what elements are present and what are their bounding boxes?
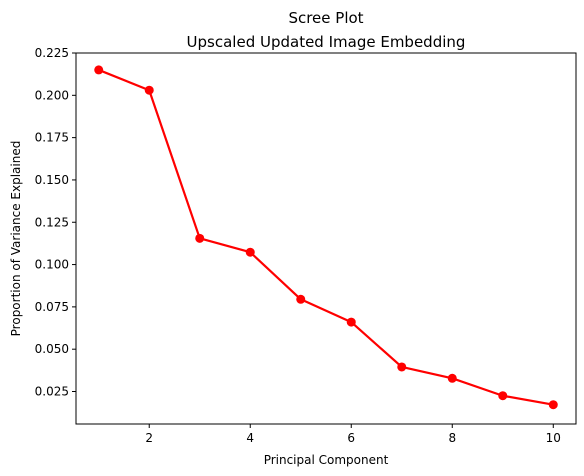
y-tick-label: 0.175 <box>35 131 69 145</box>
data-point <box>498 391 508 401</box>
data-point <box>397 362 407 372</box>
x-tick-label: 10 <box>546 431 561 445</box>
axes: 2 4 6 8 10 0.025 0.050 0.075 0.100 0.125 0.150 0.17… <box>35 46 561 445</box>
data-point <box>195 233 205 243</box>
y-tick-label: 0.050 <box>35 342 69 356</box>
x-tick-label: 8 <box>448 431 456 445</box>
y-axis-label: Proportion of Variance Explained <box>9 141 23 337</box>
chart-title: Scree Plot <box>288 9 363 27</box>
data-point <box>296 294 306 304</box>
data-point <box>447 373 457 383</box>
y-tick-label: 0.225 <box>35 46 69 60</box>
x-axis-label: Principal Component <box>264 453 389 467</box>
plot-frame <box>75 52 577 425</box>
y-tick-label: 0.200 <box>35 88 69 102</box>
data-point <box>245 247 255 257</box>
chart-subtitle: Upscaled Updated Image Embedding <box>187 33 466 51</box>
data-point <box>548 400 558 410</box>
y-tick-label: 0.150 <box>35 173 69 187</box>
x-tick-label: 2 <box>145 431 153 445</box>
y-tick-label: 0.025 <box>35 385 69 399</box>
series-line <box>98 68 554 406</box>
x-tick-label: 4 <box>246 431 254 445</box>
plot-area <box>94 65 558 410</box>
y-tick-label: 0.125 <box>35 215 69 229</box>
data-point <box>144 85 154 95</box>
data-point <box>94 65 104 75</box>
x-tick-label: 6 <box>347 431 355 445</box>
y-tick-label: 0.100 <box>35 258 69 272</box>
data-point <box>346 317 356 327</box>
y-tick-label: 0.075 <box>35 300 69 314</box>
